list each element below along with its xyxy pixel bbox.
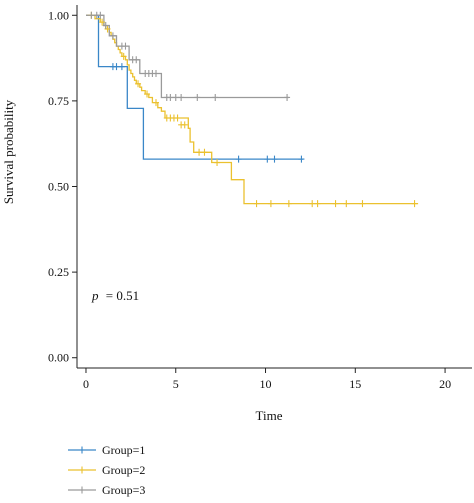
- censor-mark-group-1: [113, 63, 120, 71]
- y-tick-label: 0.00: [48, 351, 69, 365]
- censor-mark-group-2: [332, 200, 339, 208]
- censor-mark-group-2: [174, 114, 181, 122]
- y-axis: 0.00 0.25 0.50 0.75 1.00: [48, 5, 78, 368]
- censor-mark-group-2: [201, 148, 208, 156]
- censor-mark-group-2: [343, 200, 350, 208]
- y-axis-label: Survival probability: [1, 99, 16, 204]
- legend: Group=1 Group=2 Group=3: [68, 443, 145, 497]
- censor-mark-group-3: [172, 93, 179, 101]
- censor-mark-group-3: [167, 93, 174, 101]
- censor-mark-group-2: [196, 148, 203, 156]
- p-value: = 0.51: [106, 288, 139, 303]
- series-line-group-1: [86, 14, 304, 160]
- censor-mark-group-2: [99, 18, 106, 26]
- legend-label: Group=3: [102, 483, 145, 497]
- x-axis: 0 5 10 15 20: [77, 367, 472, 391]
- censor-mark-group-3: [284, 93, 291, 101]
- censor-mark-group-1: [298, 155, 305, 163]
- censor-mark-group-3: [97, 11, 104, 19]
- legend-item-group-2: Group=2: [68, 463, 145, 477]
- censor-mark-group-3: [178, 93, 185, 101]
- y-tick-label: 1.00: [48, 8, 69, 22]
- legend-swatch-mark: [79, 486, 85, 494]
- censor-mark-group-3: [194, 93, 201, 101]
- censor-mark-group-3: [102, 22, 109, 30]
- x-tick-label: 0: [83, 377, 89, 391]
- censor-mark-group-2: [120, 52, 127, 60]
- censor-layer: [88, 11, 418, 208]
- censor-mark-group-2: [135, 80, 142, 88]
- censor-mark-group-3: [109, 32, 116, 40]
- censor-mark-group-3: [88, 11, 95, 19]
- legend-swatch-mark: [79, 446, 85, 454]
- legend-label: Group=2: [102, 463, 145, 477]
- censor-mark-group-2: [214, 159, 221, 167]
- series-line-group-2: [86, 14, 419, 205]
- censor-mark-group-3: [133, 56, 140, 64]
- censor-mark-group-2: [309, 200, 316, 208]
- censor-mark-group-2: [153, 99, 159, 107]
- censor-mark-group-2: [359, 200, 366, 208]
- censor-mark-group-2: [285, 200, 292, 208]
- legend-swatch-mark: [79, 466, 85, 474]
- censor-mark-group-2: [411, 200, 418, 208]
- x-axis-label: Time: [256, 408, 283, 423]
- x-tick-label: 20: [439, 377, 451, 391]
- censor-mark-group-1: [235, 155, 242, 163]
- p-label: p: [91, 288, 99, 303]
- censor-mark-group-1: [118, 63, 125, 71]
- censor-mark-group-2: [314, 200, 321, 208]
- series-line-group-3: [86, 14, 289, 99]
- legend-item-group-1: Group=1: [68, 443, 145, 457]
- censor-mark-group-2: [267, 200, 274, 208]
- censor-mark-group-1: [264, 155, 271, 163]
- x-tick-label: 10: [260, 377, 272, 391]
- legend-item-group-3: Group=3: [68, 483, 145, 497]
- y-tick-label: 0.50: [48, 180, 69, 194]
- censor-mark-group-2: [181, 121, 188, 129]
- censor-mark-group-2: [144, 90, 151, 98]
- censor-mark-group-3: [212, 93, 219, 101]
- x-tick-label: 15: [349, 377, 361, 391]
- y-tick-label: 0.75: [48, 94, 69, 108]
- y-tick-label: 0.25: [48, 265, 69, 279]
- x-tick-label: 5: [173, 377, 179, 391]
- legend-label: Group=1: [102, 443, 145, 457]
- censor-mark-group-3: [122, 42, 129, 50]
- censor-mark-group-3: [153, 69, 159, 77]
- series-layer: [86, 14, 419, 205]
- censor-mark-group-2: [253, 200, 260, 208]
- p-value-annotation: p = 0.51: [91, 288, 139, 303]
- censor-mark-group-1: [271, 155, 278, 163]
